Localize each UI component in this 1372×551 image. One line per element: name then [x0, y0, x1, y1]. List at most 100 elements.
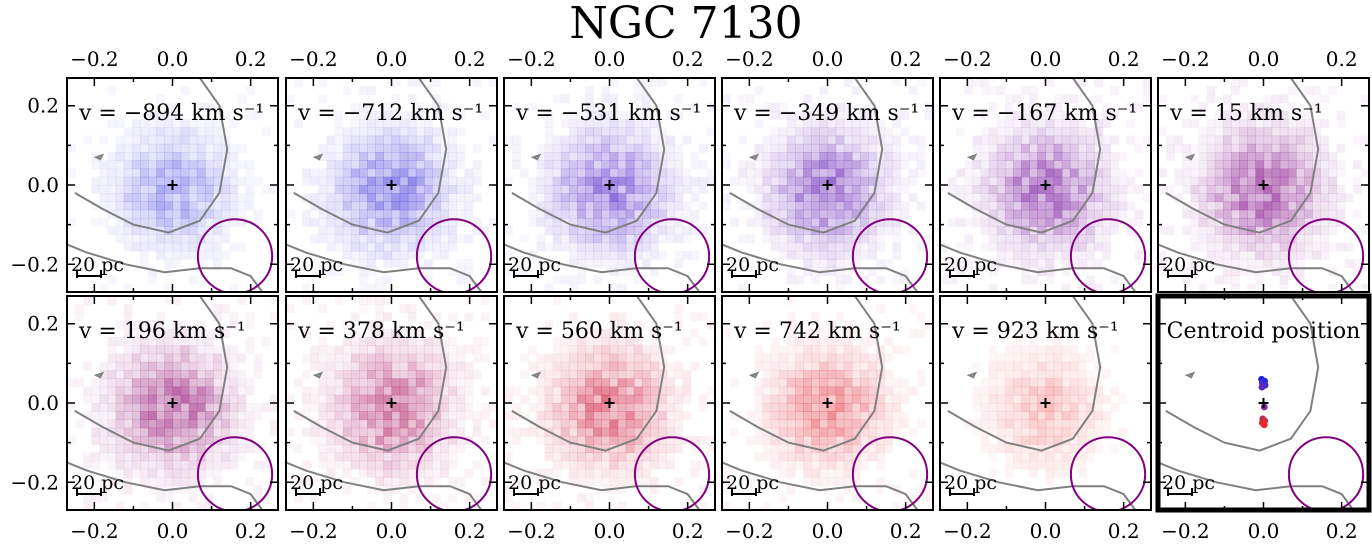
heatmap-pixel — [1206, 193, 1216, 203]
heatmap-pixel — [754, 403, 764, 412]
heatmap-pixel — [536, 427, 546, 437]
heatmap-pixel — [237, 403, 247, 412]
heatmap-pixel — [674, 250, 684, 260]
panel-frame — [503, 295, 716, 511]
heatmap-pixel — [302, 370, 311, 379]
heatmap-pixel — [1013, 152, 1022, 161]
heatmap-pixel — [690, 460, 700, 470]
heatmap-pixel — [1021, 345, 1030, 355]
heatmap-pixel — [650, 419, 659, 429]
heatmap-pixel — [625, 386, 635, 396]
heatmap-pixel — [1069, 250, 1079, 260]
heatmap-pixel — [156, 427, 165, 437]
heatmap-pixel — [367, 411, 376, 421]
heatmap-pixel — [1045, 201, 1055, 211]
heatmap-pixel — [391, 427, 401, 437]
heatmap-pixel — [1255, 217, 1265, 227]
heatmap-pixel — [754, 435, 764, 445]
heatmap-pixel — [1182, 226, 1192, 235]
heatmap-pixel — [440, 242, 449, 252]
velocity-label: v = −167 km s⁻¹ — [951, 101, 1137, 126]
heatmap-pixel — [698, 403, 708, 412]
panel-content — [940, 78, 1151, 292]
heatmap-pixel — [407, 452, 417, 462]
heatmap-pixel — [1069, 435, 1079, 445]
heatmap-pixel — [1029, 275, 1038, 285]
heatmap-pixel — [1255, 168, 1265, 178]
heatmap-pixel — [448, 168, 458, 178]
heatmap-pixel — [585, 427, 594, 437]
heatmap-pixel — [432, 468, 441, 478]
heatmap-pixel — [859, 353, 869, 363]
heatmap-pixel — [972, 419, 982, 429]
heatmap-pixel — [448, 386, 458, 396]
heatmap-pixel — [359, 427, 368, 437]
heatmap-pixel — [762, 176, 772, 186]
heatmap-pixel — [843, 209, 853, 219]
heatmap-pixel — [440, 403, 449, 412]
heatmap-pixel — [633, 386, 643, 396]
heatmap-pixel — [762, 217, 772, 227]
heatmap-pixel — [884, 217, 894, 227]
heatmap-pixel — [625, 119, 635, 128]
heatmap-pixel — [148, 234, 157, 244]
heatmap-pixel — [229, 419, 239, 429]
heatmap-pixel — [180, 86, 190, 96]
heatmap-pixel — [1094, 201, 1103, 211]
heatmap-pixel — [504, 427, 513, 437]
heatmap-pixel — [399, 176, 409, 186]
heatmap-pixel — [722, 477, 731, 486]
heatmap-pixel — [245, 345, 255, 355]
heatmap-pixel — [123, 444, 133, 453]
heatmap-pixel — [609, 361, 619, 371]
heatmap-pixel — [617, 468, 627, 478]
heatmap-pixel — [1198, 234, 1208, 244]
heatmap-pixel — [1021, 444, 1030, 453]
heatmap-pixel — [795, 152, 804, 161]
heatmap-pixel — [1086, 394, 1095, 404]
heatmap-pixel — [472, 460, 482, 470]
heatmap-pixel — [213, 345, 222, 355]
heatmap-pixel — [560, 226, 570, 235]
heatmap-pixel — [107, 477, 117, 486]
heatmap-pixel — [375, 283, 384, 292]
heatmap-pixel — [762, 226, 772, 235]
heatmap-pixel — [577, 493, 586, 503]
heatmap-pixel — [868, 444, 877, 453]
panel-content — [722, 78, 933, 292]
heatmap-pixel — [560, 160, 570, 170]
heatmap-pixel — [123, 127, 133, 137]
heatmap-pixel — [407, 328, 417, 338]
heatmap-pixel — [1053, 94, 1063, 104]
channel-panel: 20 pcv = −349 km s⁻¹−0.2 0.0 0.2 — [721, 47, 934, 293]
heatmap-pixel — [1287, 185, 1297, 194]
heatmap-pixel — [253, 460, 263, 470]
heatmap-pixel — [795, 201, 804, 211]
heatmap-pixel — [229, 435, 239, 445]
heatmap-pixel — [746, 160, 756, 170]
heatmap-pixel — [1198, 152, 1208, 161]
heatmap-pixel — [1247, 143, 1256, 153]
heatmap-pixel — [811, 353, 820, 363]
heatmap-pixel — [666, 444, 676, 453]
heatmap-pixel — [440, 361, 449, 371]
heatmap-pixel — [601, 86, 611, 96]
heatmap-pixel — [148, 201, 157, 211]
heatmap-pixel — [1231, 168, 1240, 178]
heatmap-pixel — [843, 242, 853, 252]
heatmap-pixel — [803, 403, 812, 412]
heatmap-pixel — [204, 127, 214, 137]
heatmap-pixel — [593, 143, 602, 153]
heatmap-pixel — [544, 468, 554, 478]
heatmap-pixel — [334, 267, 344, 277]
panel-frame — [66, 77, 279, 293]
heatmap-pixel — [560, 460, 570, 470]
heatmap-pixel — [819, 427, 829, 437]
heatmap-pixel — [778, 353, 788, 363]
heatmap-pixel — [123, 160, 133, 170]
heatmap-pixel — [770, 394, 780, 404]
heatmap-pixel — [383, 468, 393, 478]
heatmap-pixel — [892, 250, 902, 260]
heatmap-pixel — [480, 110, 490, 120]
heatmap-pixel — [1126, 135, 1136, 145]
